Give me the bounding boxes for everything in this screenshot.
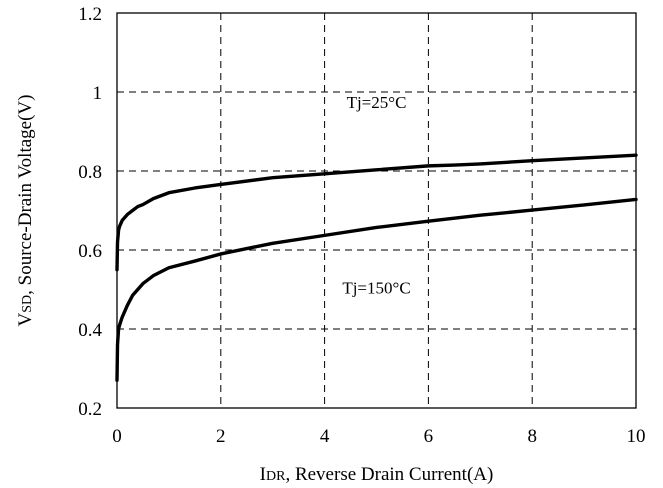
y-tick-label: 0.2 bbox=[78, 399, 102, 420]
tick-labels: 0 2 4 6 8 10 0.2 0.4 0.6 0.8 1 1.2 bbox=[78, 4, 645, 447]
x-tick-label: 10 bbox=[627, 426, 646, 447]
plot-frame bbox=[116, 12, 637, 409]
series-lines bbox=[115, 153, 638, 383]
x-axis-title: IDR, Reverse Drain Current(A) bbox=[260, 464, 494, 485]
y-axis-title: VSD, Source-Drain Voltage(V) bbox=[15, 95, 36, 327]
y-tick-label: 0.8 bbox=[78, 162, 102, 183]
y-axis-title-rest: , Source-Drain Voltage(V) bbox=[15, 95, 36, 295]
x-tick-label: 4 bbox=[320, 426, 330, 447]
annotations: Tj=25°C Tj=150°C bbox=[342, 93, 410, 298]
x-axis-title-sub: DR bbox=[266, 469, 286, 484]
y-tick-label: 1 bbox=[93, 83, 103, 104]
x-axis-title-rest: , Reverse Drain Current(A) bbox=[285, 464, 493, 485]
y-tick-label: 1.2 bbox=[78, 4, 102, 25]
y-tick-label: 0.4 bbox=[78, 320, 102, 341]
grid-lines bbox=[117, 13, 636, 408]
series-line-tj150 bbox=[115, 197, 638, 383]
y-tick-label: 0.6 bbox=[78, 241, 102, 262]
series-annotation: Tj=25°C bbox=[347, 93, 407, 112]
x-axis-title-main: I bbox=[260, 464, 266, 485]
x-tick-label: 2 bbox=[216, 426, 226, 447]
y-axis-title-main: V bbox=[15, 312, 36, 326]
x-tick-label: 8 bbox=[527, 426, 537, 447]
y-axis-title-sub: SD bbox=[20, 295, 35, 313]
x-tick-label: 6 bbox=[424, 426, 434, 447]
series-annotation: Tj=150°C bbox=[342, 278, 410, 297]
series-line-tj25 bbox=[115, 153, 638, 272]
x-tick-label: 0 bbox=[112, 426, 122, 447]
